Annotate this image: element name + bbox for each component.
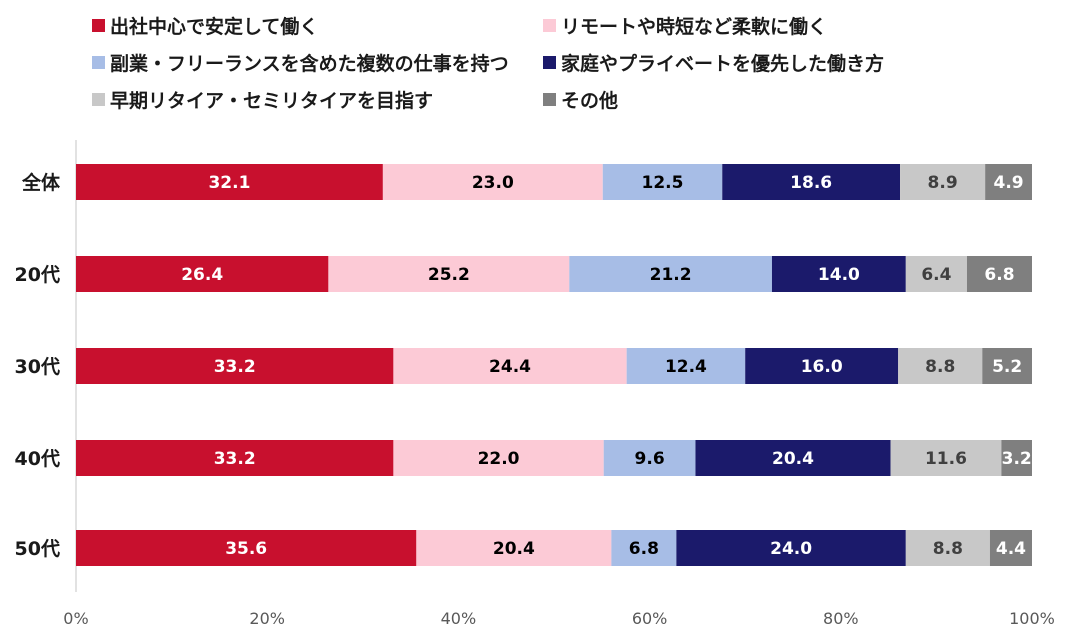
bar-segment	[626, 348, 746, 384]
data-label: 24.0	[770, 539, 812, 559]
bar-segment	[898, 348, 983, 384]
data-label: 35.6	[225, 539, 267, 559]
bar-segment	[1001, 440, 1032, 476]
data-label: 9.6	[635, 449, 665, 469]
bar-segment	[393, 440, 604, 476]
data-label: 25.2	[428, 265, 470, 285]
bar-segment	[722, 164, 901, 200]
bar-segment	[989, 530, 1032, 566]
x-tick-label: 80%	[823, 609, 859, 628]
category-label: 40代	[15, 448, 60, 470]
legend-label: 副業・フリーランスを含めた複数の仕事を持つ	[110, 52, 509, 75]
bar-segment	[966, 256, 1032, 292]
category-label: 20代	[15, 264, 60, 286]
legend-label: 早期リタイア・セミリタイアを目指す	[110, 90, 433, 112]
bar-segment	[76, 440, 394, 476]
category-label: 50代	[15, 538, 60, 560]
data-label: 6.4	[921, 265, 951, 285]
data-label: 4.4	[996, 539, 1026, 559]
bar-segment	[905, 530, 990, 566]
bar-segment	[985, 164, 1032, 200]
bar-segment	[602, 164, 723, 200]
legend-swatch	[92, 19, 105, 32]
bar-segment	[900, 164, 986, 200]
legend-label: その他	[561, 89, 618, 112]
data-label: 8.8	[933, 539, 963, 559]
data-label: 33.2	[214, 357, 256, 377]
data-label: 24.4	[489, 357, 531, 377]
bar-segment	[76, 256, 329, 292]
data-label: 4.9	[994, 173, 1024, 193]
category-labels: 全体 20代 30代 40代 50代	[15, 171, 61, 560]
bar-segment	[328, 256, 570, 292]
legend: 出社中心で安定して働く リモートや時短など柔軟に働く副業・フリーランスを含めた複数…	[92, 15, 884, 112]
x-tick-label: 20%	[249, 609, 285, 628]
data-label: 11.6	[925, 449, 967, 469]
data-label: 22.0	[478, 449, 520, 469]
data-label: 18.6	[790, 173, 832, 193]
bar-segment	[76, 348, 394, 384]
bar-segment	[905, 256, 967, 292]
x-tick-label: 100%	[1009, 609, 1055, 628]
data-label: 32.1	[208, 173, 250, 193]
legend-swatch	[543, 56, 556, 69]
bar-segment	[569, 256, 772, 292]
legend-label: リモートや時短など柔軟に働く	[561, 15, 827, 38]
data-label: 20.4	[772, 449, 814, 469]
legend-swatch	[92, 56, 105, 69]
bar-segment	[603, 440, 696, 476]
legend-label: 出社中心で安定して働く	[110, 15, 318, 38]
bar-segment	[611, 530, 677, 566]
legend-swatch	[92, 93, 105, 106]
x-tick-label: 40%	[441, 609, 477, 628]
x-tick-label: 60%	[632, 609, 668, 628]
data-label: 12.5	[642, 173, 684, 193]
data-label: 21.2	[650, 265, 692, 285]
data-label: 6.8	[629, 539, 659, 559]
data-label: 3.2	[1002, 449, 1032, 469]
legend-swatch	[543, 93, 556, 106]
data-label: 8.8	[925, 357, 955, 377]
data-label: 12.4	[665, 357, 707, 377]
bar-segment	[76, 530, 417, 566]
x-tick-label: 0%	[63, 609, 88, 628]
legend-label: 家庭やプライベートを優先した働き方	[561, 52, 884, 75]
legend-swatch	[543, 19, 556, 32]
bar-segment	[416, 530, 612, 566]
data-label: 26.4	[181, 265, 223, 285]
bar-segment	[890, 440, 1002, 476]
bar-segment	[382, 164, 603, 200]
data-label: 33.2	[214, 449, 256, 469]
data-label: 20.4	[493, 539, 535, 559]
data-label: 14.0	[818, 265, 860, 285]
data-label: 6.8	[984, 265, 1014, 285]
x-axis-ticks: 0% 20% 40% 60% 80% 100%	[63, 609, 1055, 628]
data-label: 23.0	[472, 173, 514, 193]
bar-segment	[982, 348, 1032, 384]
bar-segment	[695, 440, 891, 476]
data-label: 5.2	[992, 357, 1022, 377]
bar-segment	[745, 348, 899, 384]
data-label: 16.0	[801, 357, 843, 377]
bar-segment	[771, 256, 906, 292]
bar-segment	[76, 164, 383, 200]
data-label: 8.9	[928, 173, 958, 193]
bar-segment	[676, 530, 906, 566]
category-label: 30代	[15, 356, 60, 378]
bars: 32.1 23.0 12.5 18.6 8.9 4.9 26.4 25.2 21.2 14.0 6.…	[76, 164, 1032, 566]
category-label: 全体	[21, 171, 61, 194]
bar-segment	[393, 348, 627, 384]
